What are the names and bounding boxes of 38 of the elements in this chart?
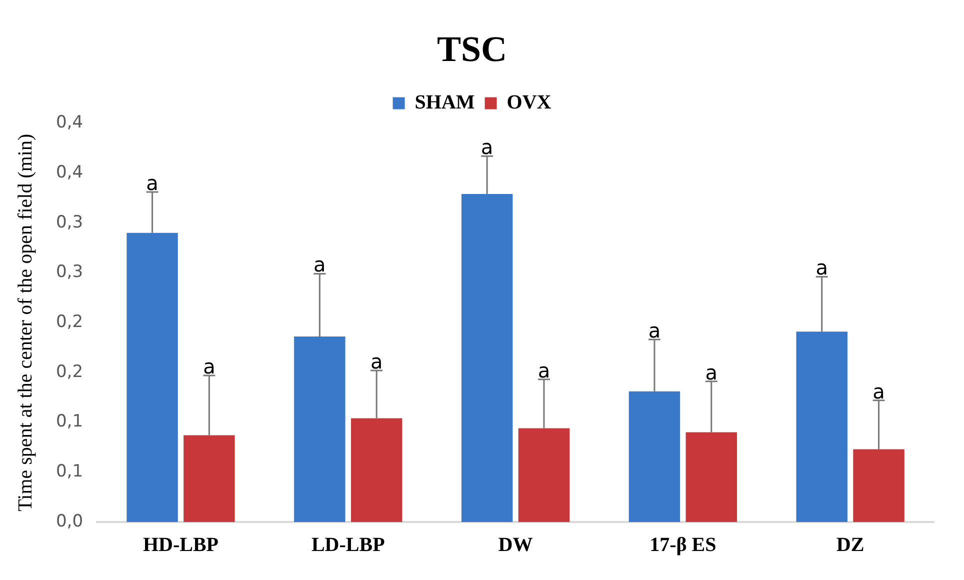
y-tick-label: 0,3 (56, 212, 84, 232)
bar (686, 432, 737, 522)
bar (518, 428, 570, 522)
y-axis-title: Time spent at the center of the open field (min) (14, 134, 36, 512)
bar (853, 449, 904, 522)
data-label: a (872, 379, 885, 404)
x-tick-label: 17-β ES (650, 534, 716, 556)
data-label: a (370, 349, 383, 374)
bar (184, 435, 235, 522)
bar (628, 391, 680, 522)
bar (350, 418, 402, 522)
x-tick-label: DW (498, 534, 533, 556)
y-tick-label: 0,3 (56, 262, 84, 282)
bar (294, 336, 346, 522)
data-label: a (816, 256, 828, 280)
data-label: a (705, 360, 718, 384)
data-label: a (648, 318, 661, 343)
y-tick-label: 0,2 (56, 312, 84, 332)
data-label: a (314, 252, 326, 277)
y-tick-label: 0,2 (56, 362, 84, 382)
bar (126, 232, 178, 522)
y-tick-label: 0,4 (56, 112, 84, 133)
y-tick-label: 0,1 (56, 412, 84, 432)
bar (796, 332, 848, 522)
y-tick-label: 0,4 (56, 162, 84, 182)
chart-title: TSC (436, 28, 508, 69)
data-label: a (203, 354, 216, 378)
y-tick-label: 0,1 (56, 462, 84, 482)
x-tick-label: DZ (836, 534, 864, 556)
bar (461, 194, 513, 522)
legend-label: SHAM (414, 91, 475, 114)
data-label: a (538, 358, 550, 382)
y-tick-label: 0,0 (56, 511, 84, 532)
x-tick-label: LD-LBP (311, 534, 385, 556)
legend-label: OVX (506, 91, 552, 114)
x-tick-label: HD-LBP (142, 534, 219, 556)
data-label: a (146, 170, 158, 195)
data-label: a (480, 135, 494, 160)
